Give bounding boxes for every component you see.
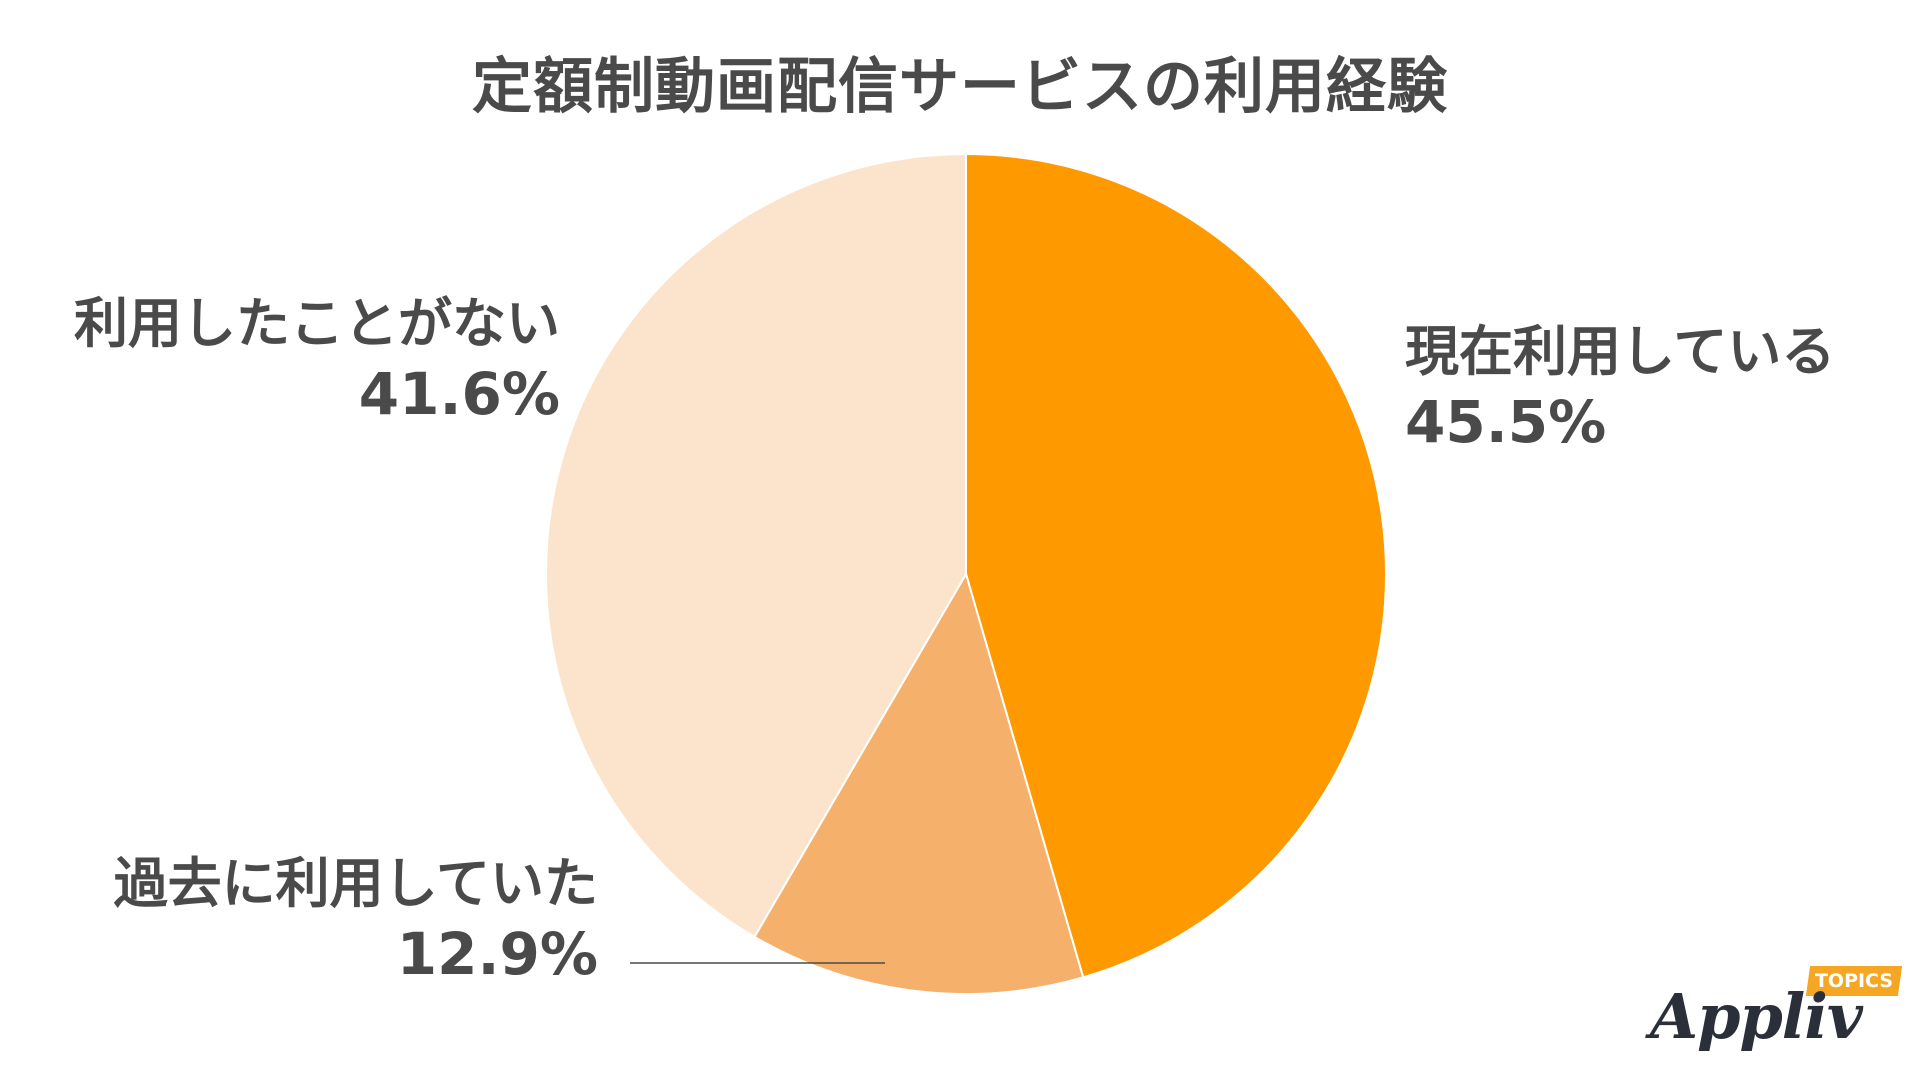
logo-wordmark: Appliv bbox=[1650, 980, 1863, 1053]
appliv-topics-logo: TOPICS Appliv bbox=[1650, 958, 1903, 1058]
slice-label-past-name: 過去に利用していた bbox=[113, 852, 598, 915]
slice-label-current: 現在利用している 45.5% bbox=[1405, 318, 1835, 458]
chart-title: 定額制動画配信サービスの利用経験 bbox=[472, 52, 1448, 122]
slice-label-never-value: 41.6% bbox=[358, 359, 560, 428]
slice-label-current-name: 現在利用している bbox=[1405, 320, 1836, 383]
slice-label-past-value: 12.9% bbox=[396, 919, 598, 988]
slice-label-past: 過去に利用していた 12.9% bbox=[114, 850, 598, 990]
pie-slice-current bbox=[965, 152, 1388, 979]
slice-label-never-name: 利用したことがない bbox=[74, 292, 560, 355]
pie-slice-past bbox=[753, 571, 1085, 996]
slice-label-never: 利用したことがない 41.6% bbox=[74, 290, 560, 430]
slice-label-current-value: 45.5% bbox=[1405, 387, 1607, 456]
pie-slice-never bbox=[545, 152, 967, 939]
